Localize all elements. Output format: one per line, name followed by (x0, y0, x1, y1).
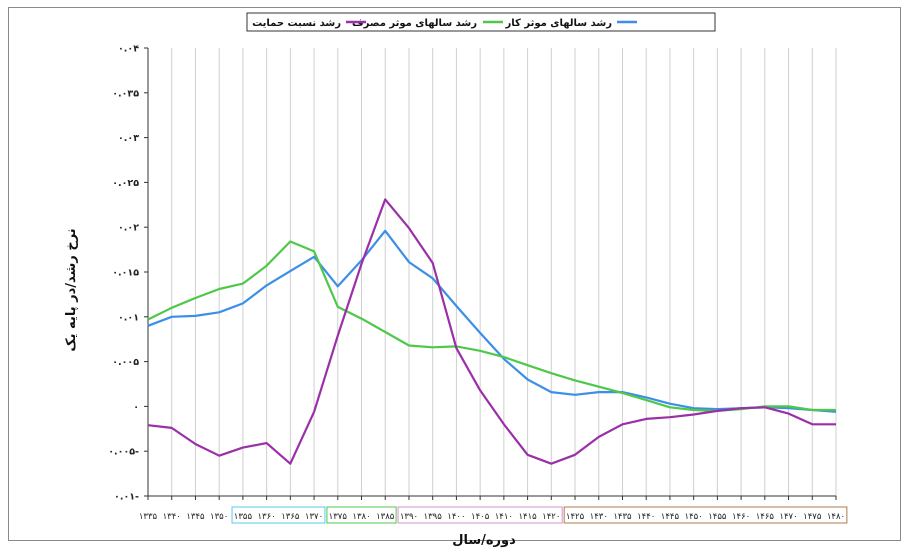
series-line-2 (147, 198, 836, 465)
x-tick-label: ۱۳۷۵ (329, 512, 348, 522)
x-tick-label: ۱۳۷۰ (305, 512, 323, 522)
x-tick-label: ۱۴۸۰ (827, 512, 845, 522)
period-box (231, 506, 326, 524)
x-tick-label: ۱۴۲۰ (542, 512, 560, 522)
x-tick-label: ۱۴۷۰ (779, 512, 797, 522)
x-tick-label: ۱۳۸۰ (352, 512, 370, 522)
x-tick-label: ۱۴۳۵ (613, 512, 632, 522)
x-tick-label: ۱۴۴۵ (661, 512, 680, 522)
y-tick-label: ۰.۰۳۵ (112, 88, 139, 99)
x-tick-label: ۱۳۵۵ (234, 512, 253, 522)
x-tick-label: ۱۳۴۵ (186, 512, 205, 522)
x-tick-label: ۱۳۶۰ (257, 512, 275, 522)
y-axis-title: نرخ رشد/در پایه یک (64, 228, 79, 351)
x-tick-label: ۱۴۶۰ (732, 512, 750, 522)
y-tick-label: ۰.۰۱- (114, 492, 139, 503)
x-tick-label: ۱۴۵۰ (685, 512, 703, 522)
period-highlight-boxes (231, 506, 848, 524)
x-tick-label: ۱۳۹۵ (424, 512, 443, 522)
x-tick-label: ۱۴۲۵ (566, 512, 585, 522)
x-tick-label: ۱۴۰۰ (447, 512, 465, 522)
chart-frame (8, 7, 901, 541)
x-tick-label: ۱۴۴۰ (637, 512, 655, 522)
x-tick-label: ۱۳۳۵ (139, 512, 158, 522)
y-tick-label: ۰.۰۰۵ (112, 357, 139, 368)
y-tick-label: ۰.۰۲ (118, 223, 139, 234)
period-box (563, 506, 848, 524)
x-tick-label: ۱۳۹۰ (400, 512, 418, 522)
legend-label-work: رشد سالهای موثر کار (505, 18, 613, 29)
legend: رشد سالهای موثر کار رشد سالهای موثر مصرف… (246, 12, 716, 32)
period-box (326, 506, 397, 524)
y-tick-label: ۰ (133, 402, 139, 413)
y-tick-label: ۰.۰۱ (118, 312, 139, 323)
x-axis: ۱۳۳۵ ۱۳۴۰ ۱۳۴۵ ۱۳۵۰ ۱۳۵۵ ۱۳۶۰ ۱۳۶۵ ۱۳۷۰ ۱۳۷۵ ۱۳۸۰… (139, 495, 845, 522)
x-tick-label: ۱۳۶۵ (281, 512, 300, 522)
y-tick-label: ۰.۰۲۵ (112, 178, 139, 189)
x-tick-label: ۱۴۵۵ (708, 512, 727, 522)
series-lines (147, 198, 837, 465)
x-tick-label: ۱۴۷۵ (803, 512, 822, 522)
x-tick-label: ۱۳۵۰ (210, 512, 228, 522)
x-tick-label: ۱۴۰۵ (471, 512, 490, 522)
x-tick-label: ۱۳۴۰ (163, 512, 181, 522)
vertical-gridlines (147, 48, 837, 496)
y-tick-label: ۰.۰۰۵- (108, 447, 139, 458)
series-line-1 (147, 240, 836, 412)
x-tick-label: ۱۴۶۵ (756, 512, 775, 522)
period-box (397, 506, 563, 524)
x-tick-label: ۱۳۸۵ (376, 512, 395, 522)
legend-label-support: رشد نسبت حمایت (252, 18, 341, 29)
legend-label-consumption: رشد سالهای موثر مصرف (352, 18, 477, 29)
x-tick-label: ۱۴۳۰ (590, 512, 608, 522)
y-tick-label: ۰.۰۱۵ (112, 268, 139, 279)
y-axis: ۰.۰۱- ۰.۰۰۵- ۰ ۰.۰۰۵ ۰.۰۱ ۰.۰۱۵ ۰.۰۲ ۰.۰۲۵ ۰.۰۳ ۰… (108, 44, 149, 503)
y-tick-label: ۰.۰۴ (118, 44, 139, 55)
x-tick-label: ۱۴۱۰ (495, 512, 513, 522)
series-line-0 (147, 229, 837, 413)
x-axis-title: دوره/سال (452, 533, 516, 548)
y-tick-label: ۰.۰۳ (118, 133, 139, 144)
x-tick-label: ۱۴۱۵ (518, 512, 537, 522)
